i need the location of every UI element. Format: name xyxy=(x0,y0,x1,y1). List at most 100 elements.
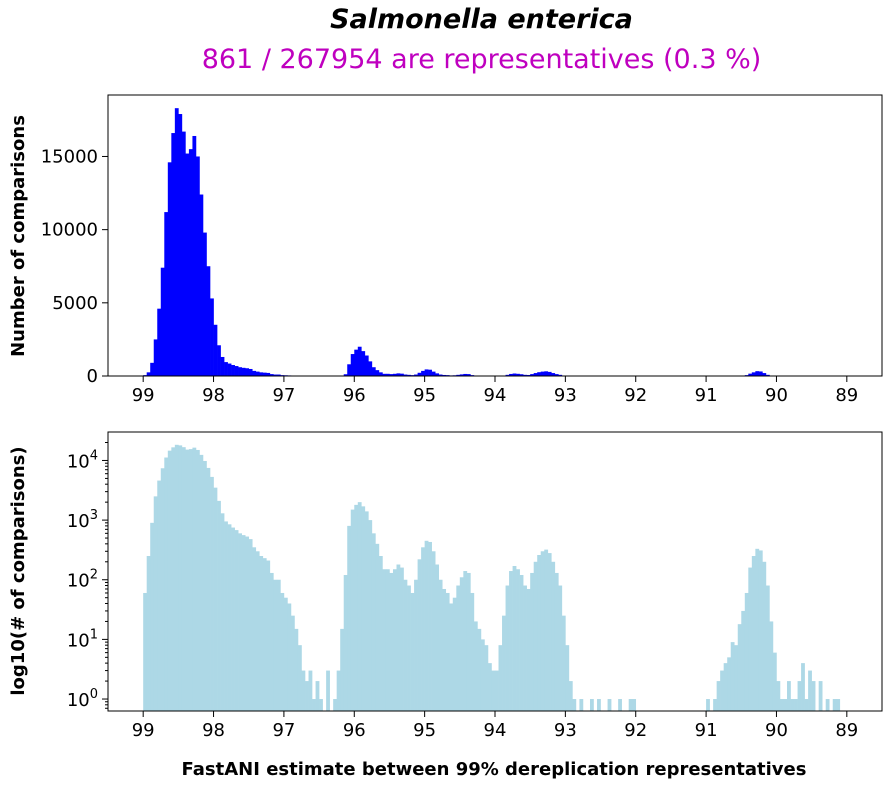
top-y-ticks: 0 5000 10000 15000 xyxy=(41,146,108,387)
bottom-bar xyxy=(188,449,193,711)
bottom-bar xyxy=(568,681,573,711)
bottom-bar xyxy=(361,506,366,711)
top-bar xyxy=(146,372,151,376)
bottom-bar xyxy=(213,487,218,711)
top-bar xyxy=(431,371,436,376)
top-bar xyxy=(234,366,239,376)
y-tick-label: 103 xyxy=(67,508,98,532)
bottom-bar xyxy=(273,579,278,711)
bottom-bar xyxy=(466,572,471,711)
bottom-bar xyxy=(252,547,257,711)
bottom-bar xyxy=(509,571,513,711)
bottom-bar xyxy=(730,642,735,711)
top-bar xyxy=(509,373,513,376)
x-tick-label: 94 xyxy=(484,385,507,406)
bottom-bar xyxy=(178,445,183,711)
bottom-bar xyxy=(396,564,401,711)
x-tick-label: 93 xyxy=(554,720,577,741)
top-bar xyxy=(403,374,408,376)
top-bar xyxy=(185,153,190,376)
bottom-bar xyxy=(832,699,837,711)
bottom-bar xyxy=(498,645,503,711)
bottom-bar xyxy=(378,556,383,711)
y-tick-label: 100 xyxy=(67,687,98,711)
top-bar xyxy=(400,373,404,376)
bottom-bar xyxy=(811,681,816,711)
top-bar xyxy=(414,374,418,376)
bottom-bar xyxy=(160,468,165,711)
bottom-bar xyxy=(305,681,309,711)
top-bar xyxy=(206,266,211,376)
bottom-bar xyxy=(459,577,464,711)
bottom-bar xyxy=(720,670,724,711)
top-bar xyxy=(758,371,763,376)
x-tick-label: 90 xyxy=(765,385,788,406)
bottom-bar xyxy=(628,699,633,711)
top-bar xyxy=(213,324,218,376)
bottom-bar xyxy=(597,699,601,711)
bottom-bar xyxy=(519,575,524,711)
bottom-bar xyxy=(312,699,316,711)
top-bar xyxy=(523,374,527,376)
top-bar xyxy=(178,114,183,377)
bottom-bar xyxy=(340,628,345,711)
bottom-bar xyxy=(410,592,415,711)
x-tick-label: 97 xyxy=(272,720,295,741)
bottom-bar xyxy=(287,603,292,711)
y-tick-label: 104 xyxy=(67,448,98,472)
top-bar xyxy=(424,369,429,376)
top-bar xyxy=(224,362,228,376)
top-histogram-bars xyxy=(143,108,841,377)
bottom-bar xyxy=(146,556,151,711)
bottom-bar xyxy=(407,585,411,711)
y-tick-label: 15000 xyxy=(41,146,98,167)
top-bar xyxy=(748,373,753,376)
y-tick-label: 10000 xyxy=(41,220,98,241)
top-bar xyxy=(755,371,760,376)
bottom-bar xyxy=(301,670,306,711)
top-bar xyxy=(217,345,221,376)
top-bar xyxy=(551,373,556,376)
bottom-bar xyxy=(484,645,489,711)
top-bar xyxy=(389,374,394,376)
top-bar xyxy=(544,371,549,376)
bottom-bar xyxy=(269,572,274,711)
bottom-bar xyxy=(565,645,570,711)
bottom-bar xyxy=(227,524,232,711)
bottom-bar xyxy=(558,585,563,711)
x-tick-label: 95 xyxy=(413,720,436,741)
bottom-bar xyxy=(414,579,418,711)
top-bar xyxy=(463,373,468,376)
bottom-bar xyxy=(505,585,510,711)
bottom-bar xyxy=(234,530,239,711)
top-bar xyxy=(350,354,355,376)
bottom-bar xyxy=(772,652,777,711)
bottom-bar xyxy=(385,569,390,711)
top-bar xyxy=(537,372,542,376)
top-bar xyxy=(255,371,260,376)
top-bar xyxy=(371,367,376,376)
bottom-bar xyxy=(294,628,299,711)
y-tick-label: 102 xyxy=(67,568,98,592)
bottom-bar xyxy=(825,699,830,711)
bottom-bar xyxy=(167,450,172,711)
top-bar xyxy=(266,372,271,376)
bottom-bar xyxy=(744,592,749,711)
top-bar xyxy=(526,374,531,376)
bottom-bar xyxy=(150,522,155,711)
bottom-bar xyxy=(224,521,228,711)
top-bar xyxy=(364,355,369,376)
bottom-bar xyxy=(579,699,584,711)
bottom-bar xyxy=(470,592,475,711)
x-tick-label: 99 xyxy=(132,385,155,406)
bottom-bar xyxy=(255,551,260,711)
bottom-bar xyxy=(392,569,397,711)
top-bar xyxy=(375,370,380,376)
top-bar xyxy=(505,374,510,376)
bottom-bar xyxy=(491,670,496,711)
bottom-bar xyxy=(804,699,809,711)
top-bar xyxy=(407,374,411,376)
bottom-bar xyxy=(445,592,450,711)
top-bar xyxy=(435,373,440,376)
top-bar xyxy=(347,364,352,376)
